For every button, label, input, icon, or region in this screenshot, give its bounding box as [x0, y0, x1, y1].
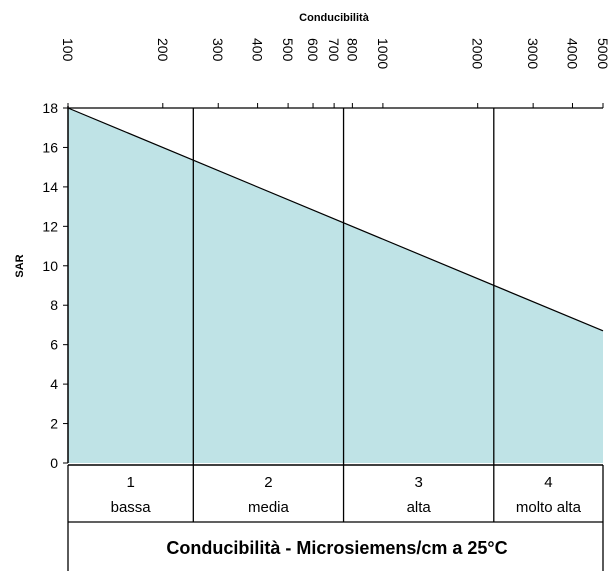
- y-tick-label-6: 6: [50, 337, 58, 353]
- y-tick-label-16: 16: [42, 139, 58, 155]
- y-tick-label-8: 8: [50, 297, 58, 313]
- y-tick-label-10: 10: [42, 258, 58, 274]
- y-axis-title: SAR: [14, 254, 26, 277]
- top-axis-title: Conducibilità: [299, 12, 370, 24]
- y-tick-label-18: 18: [42, 100, 58, 116]
- x-tick-label-700: 700: [326, 38, 342, 62]
- x-tick-label-2000: 2000: [470, 38, 486, 69]
- x-axis-title: Conducibilità - Microsiemens/cm a 25°C: [166, 538, 507, 558]
- x-tick-label-4000: 4000: [564, 38, 580, 69]
- x-tick-label-600: 600: [305, 38, 321, 62]
- plot-area: [67, 107, 604, 465]
- y-tick-label-12: 12: [42, 218, 58, 234]
- sar-area-fill: [68, 108, 603, 463]
- top-axis: 100 200 300 400 500 600 700 800 1000 2000 3000 4000…: [60, 38, 611, 109]
- x-tick-label-1000: 1000: [375, 38, 391, 69]
- y-tick-label-0: 0: [50, 455, 58, 471]
- x-tick-label-400: 400: [250, 38, 266, 62]
- x-tick-label-3000: 3000: [525, 38, 541, 69]
- class-number-2: 2: [264, 474, 272, 491]
- y-tick-label-2: 2: [50, 416, 58, 432]
- y-tick-label-4: 4: [50, 376, 58, 392]
- class-name-2: media: [248, 499, 290, 516]
- class-name-4: molto alta: [516, 499, 582, 516]
- x-tick-label-800: 800: [344, 38, 360, 62]
- x-tick-label-5000: 5000: [595, 38, 611, 69]
- x-tick-label-200: 200: [155, 38, 171, 62]
- sar-line: [67, 107, 604, 332]
- left-axis: 0 2 4 6 8 10 12 14 16 18: [42, 100, 69, 471]
- class-number-1: 1: [126, 474, 134, 491]
- x-tick-label-300: 300: [210, 38, 226, 62]
- class-table: 1 bassa 2 media 3 alta 4 molto alta: [67, 464, 604, 571]
- class-name-1: bassa: [111, 499, 152, 516]
- x-tick-label-500: 500: [280, 38, 296, 62]
- class-number-3: 3: [415, 474, 423, 491]
- y-tick-label-14: 14: [42, 179, 58, 195]
- class-name-3: alta: [407, 499, 432, 516]
- class-number-4: 4: [544, 474, 552, 491]
- y-axis-title-group: SAR: [14, 254, 26, 277]
- x-tick-label-100: 100: [60, 38, 76, 62]
